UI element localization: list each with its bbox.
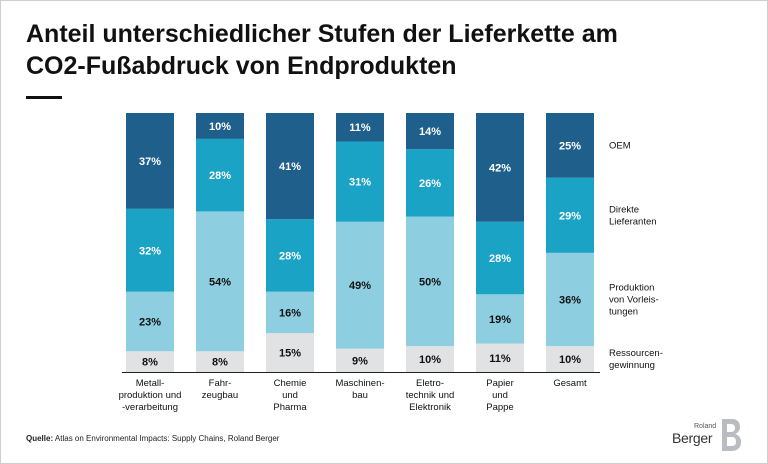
legend-label: Lieferanten	[609, 216, 657, 227]
category-label: technik und	[406, 390, 455, 401]
data-label: 54%	[209, 276, 231, 288]
legend-label: tungen	[609, 306, 638, 317]
bar-segment	[336, 113, 384, 142]
bar-segment	[126, 351, 174, 372]
legend-label: Ressourcen-	[609, 348, 663, 359]
bar-segment	[126, 113, 174, 209]
bar-segment	[196, 113, 244, 139]
data-label: 11%	[349, 122, 371, 134]
bar-segment	[266, 333, 314, 372]
bar-segment	[406, 346, 454, 372]
title-underline	[26, 96, 62, 99]
category-label: Fahr-	[209, 378, 232, 389]
bar-segment	[336, 141, 384, 222]
data-label: 15%	[279, 348, 301, 360]
bar-segment	[406, 216, 454, 347]
data-label: 28%	[279, 250, 301, 262]
data-label: 50%	[419, 276, 441, 288]
bar-segment	[546, 252, 594, 347]
bar-segment	[406, 113, 454, 150]
category-label: und	[282, 390, 298, 401]
bar-segment	[196, 211, 244, 352]
data-label: 28%	[489, 253, 511, 265]
category-label: zeugbau	[202, 390, 238, 401]
data-label: 29%	[559, 210, 581, 222]
legend-label: Direkte	[609, 204, 639, 215]
bar-segment	[546, 113, 594, 178]
chart-title-line-2: CO2-Fußabdruck von Endprodukten	[26, 52, 457, 80]
bar-segment	[266, 291, 314, 334]
bar-segment	[476, 113, 524, 222]
data-label: 8%	[142, 357, 158, 369]
category-label: Pappe	[486, 402, 513, 413]
category-label: Pharma	[273, 402, 307, 413]
category-label: Eletro-	[416, 378, 444, 389]
bar-segment	[336, 221, 384, 349]
category-label: und	[492, 390, 508, 401]
data-label: 10%	[559, 354, 581, 366]
category-label: Gesamt	[553, 378, 587, 389]
data-label: 49%	[349, 280, 371, 292]
category-label: Chemie	[274, 378, 307, 389]
data-label: 25%	[559, 140, 581, 152]
logo-b-mark	[722, 419, 741, 451]
bar-segment	[266, 113, 314, 220]
category-label: Metall-	[136, 378, 165, 389]
data-label: 31%	[349, 177, 371, 189]
data-label: 37%	[139, 156, 161, 168]
logo-berger-text: Berger	[672, 430, 713, 446]
bar-segment	[476, 294, 524, 344]
bar-segment	[126, 208, 174, 292]
category-label: Maschinen-	[335, 378, 384, 389]
legend-label: OEM	[609, 140, 631, 151]
category-label: -verarbeitung	[122, 402, 178, 413]
data-label: 26%	[419, 178, 441, 190]
category-label: bau	[352, 390, 368, 401]
bar-segment	[406, 149, 454, 217]
data-label: 19%	[489, 314, 511, 326]
logo-roland-text: Roland	[694, 423, 717, 430]
legend-label: von Vorleis-	[609, 294, 659, 305]
data-label: 10%	[419, 354, 441, 366]
chart-title: Anteil unterschiedlicher Stufen der Lief…	[26, 18, 726, 82]
bar-segment	[126, 291, 174, 352]
bar-segment	[196, 351, 244, 372]
bar-segment	[476, 221, 524, 295]
data-label: 14%	[419, 126, 441, 138]
data-label: 42%	[489, 162, 511, 174]
chart-title-line-1: Anteil unterschiedlicher Stufen der Lief…	[26, 20, 618, 48]
bar-segment	[336, 348, 384, 372]
data-label: 32%	[139, 245, 161, 257]
data-label: 28%	[209, 170, 231, 182]
data-label: 41%	[279, 161, 301, 173]
data-label: 23%	[139, 316, 161, 328]
data-label: 16%	[279, 307, 301, 319]
bar-segment	[476, 343, 524, 372]
category-label: Papier	[486, 378, 513, 389]
source-note: Quelle: Atlas on Environmental Impacts: …	[26, 434, 279, 443]
data-label: 11%	[489, 353, 511, 365]
legend-label: gewinnung	[609, 360, 655, 371]
roland-berger-logo: Roland Berger	[672, 418, 742, 452]
bar-segment	[266, 219, 314, 292]
data-label: 36%	[559, 294, 581, 306]
category-label: produktion und	[119, 390, 182, 401]
data-label: 9%	[352, 355, 368, 367]
legend-label: Produktion	[609, 282, 654, 293]
data-label: 8%	[212, 357, 228, 369]
bar-segment	[196, 138, 244, 212]
source-label: Quelle:	[26, 434, 54, 443]
bar-segment	[546, 177, 594, 253]
bar-segment	[546, 346, 594, 372]
category-label: Elektronik	[409, 402, 451, 413]
data-label: 10%	[209, 121, 231, 133]
source-text: Atlas on Environmental Impacts: Supply C…	[54, 434, 280, 443]
